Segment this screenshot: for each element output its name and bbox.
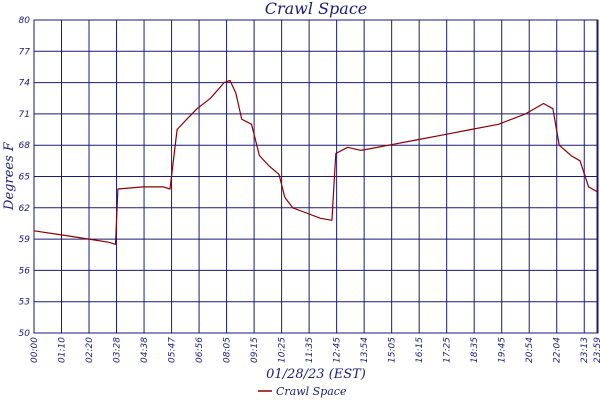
legend: Crawl Space — [258, 385, 347, 398]
x-tick-label: 23:13 — [580, 337, 590, 363]
plot-frame — [33, 19, 599, 334]
x-tick-label: 18:35 — [470, 337, 480, 363]
y-tick-label: 53 — [19, 298, 31, 308]
y-tick-label: 59 — [19, 235, 31, 245]
x-tick-label: 16:15 — [415, 337, 425, 363]
x-tick-labels: 00:00 01:10 02:20 03:28 04:38 05:47 06:56 08:05… — [30, 337, 600, 363]
x-tick-label: 05:47 — [168, 337, 178, 363]
y-axis-title: Degrees F — [2, 141, 17, 211]
x-tick-label: 12:45 — [333, 337, 343, 363]
x-tick-label: 04:38 — [140, 337, 150, 363]
x-tick-label: 20:54 — [525, 337, 535, 363]
y-tick-label: 56 — [19, 266, 31, 276]
y-tick-label: 65 — [19, 173, 31, 183]
legend-label: Crawl Space — [276, 385, 347, 398]
x-axis-title: 01/28/23 (EST) — [266, 367, 366, 382]
y-tick-label: 71 — [19, 110, 30, 120]
y-tick-label: 68 — [19, 141, 31, 151]
x-tick-label: 13:54 — [360, 337, 370, 363]
y-tick-label: 80 — [19, 16, 31, 26]
x-tick-label: 22:04 — [553, 337, 563, 363]
y-tick-label: 62 — [19, 204, 31, 214]
gridlines — [33, 19, 599, 334]
chart-title: Crawl Space — [265, 0, 368, 18]
x-tick-label: 02:20 — [85, 337, 95, 363]
x-tick-label: 15:05 — [388, 337, 398, 363]
x-tick-label: 19:45 — [498, 337, 508, 363]
x-tick-label: 11:35 — [305, 337, 315, 363]
x-tick-label: 06:56 — [195, 337, 205, 363]
y-tick-label: 50 — [19, 329, 31, 339]
x-tick-label: 01:10 — [58, 337, 68, 363]
x-tick-label: 08:05 — [223, 337, 233, 363]
y-tick-label: 77 — [19, 47, 31, 57]
series-layer — [33, 79, 599, 245]
x-tick-label: 10:25 — [278, 337, 288, 363]
x-tick-label: 23:59 — [593, 337, 600, 363]
x-tick-label: 00:00 — [30, 337, 40, 363]
x-tick-label: 09:15 — [250, 337, 260, 363]
y-tick-label: 74 — [19, 79, 31, 89]
series-line-crawl-space — [33, 79, 599, 245]
y-tick-labels: 50 53 56 59 62 65 68 71 74 77 80 — [19, 16, 31, 339]
x-tick-label: 17:25 — [443, 337, 453, 363]
x-tick-label: 03:28 — [113, 337, 123, 363]
